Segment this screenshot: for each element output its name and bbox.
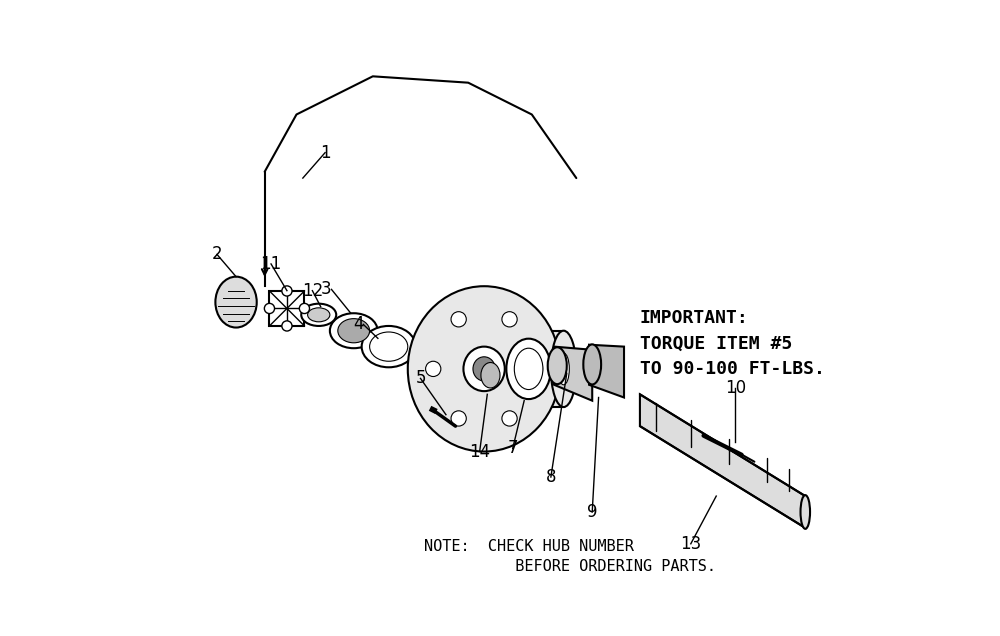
Ellipse shape	[551, 331, 576, 407]
Circle shape	[282, 286, 292, 296]
Text: 11: 11	[260, 255, 282, 273]
Ellipse shape	[583, 345, 601, 384]
Circle shape	[451, 312, 466, 327]
Polygon shape	[554, 347, 592, 401]
Polygon shape	[589, 345, 624, 398]
Circle shape	[299, 303, 310, 314]
Circle shape	[527, 361, 543, 377]
Text: NOTE:  CHECK HUB NUMBER: NOTE: CHECK HUB NUMBER	[424, 539, 634, 555]
Ellipse shape	[558, 353, 569, 385]
Text: 9: 9	[587, 503, 597, 521]
Text: BEFORE ORDERING PARTS.: BEFORE ORDERING PARTS.	[424, 558, 716, 574]
Text: IMPORTANT:: IMPORTANT:	[640, 309, 749, 327]
Ellipse shape	[463, 347, 505, 391]
Text: 2: 2	[212, 245, 222, 263]
Text: 14: 14	[469, 443, 490, 460]
Text: 8: 8	[546, 468, 556, 486]
Ellipse shape	[362, 326, 416, 368]
Circle shape	[502, 411, 517, 426]
Ellipse shape	[801, 495, 810, 529]
Circle shape	[264, 303, 275, 314]
Text: 10: 10	[725, 379, 746, 397]
Text: 12: 12	[302, 282, 323, 300]
Ellipse shape	[506, 338, 551, 399]
Ellipse shape	[514, 348, 543, 389]
Ellipse shape	[473, 357, 495, 381]
Circle shape	[451, 411, 466, 426]
Text: TORQUE ITEM #5: TORQUE ITEM #5	[640, 335, 792, 352]
Circle shape	[282, 321, 292, 331]
Text: 3: 3	[321, 280, 331, 298]
Polygon shape	[640, 394, 805, 528]
Circle shape	[502, 312, 517, 327]
Ellipse shape	[548, 347, 567, 384]
Ellipse shape	[330, 314, 378, 349]
Ellipse shape	[308, 308, 330, 322]
Text: 4: 4	[353, 315, 363, 333]
Text: TO 90-100 FT-LBS.: TO 90-100 FT-LBS.	[640, 360, 825, 378]
Ellipse shape	[481, 363, 500, 388]
Text: 5: 5	[415, 370, 426, 387]
Ellipse shape	[215, 277, 257, 328]
Ellipse shape	[338, 319, 370, 343]
Text: 7: 7	[507, 439, 518, 457]
Ellipse shape	[408, 286, 560, 452]
Ellipse shape	[370, 332, 408, 361]
Text: 13: 13	[680, 535, 701, 553]
Ellipse shape	[301, 303, 336, 326]
Circle shape	[426, 361, 441, 377]
FancyBboxPatch shape	[538, 331, 564, 407]
Text: 1: 1	[320, 144, 330, 162]
